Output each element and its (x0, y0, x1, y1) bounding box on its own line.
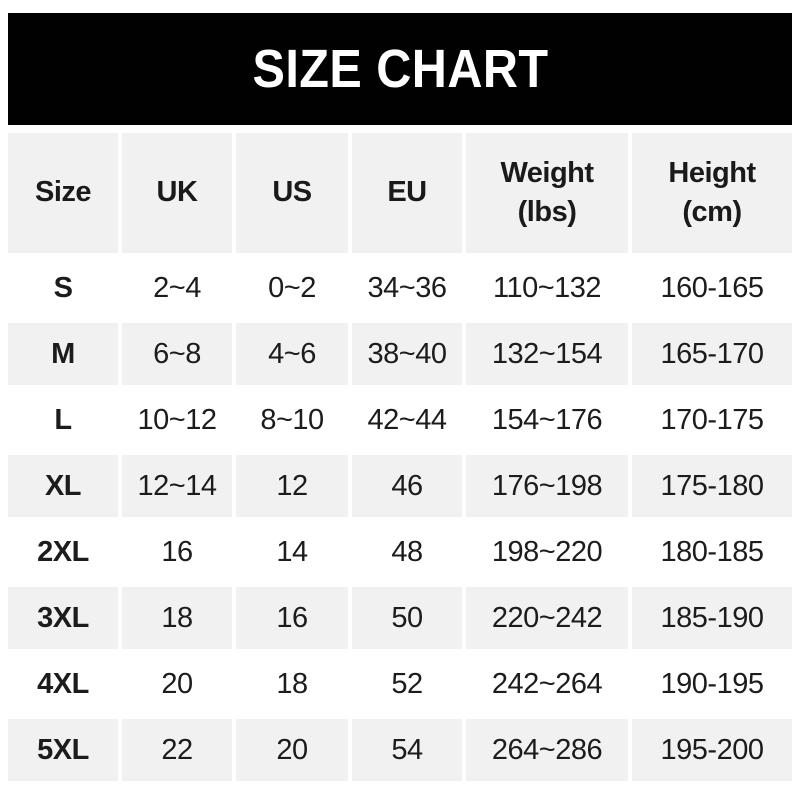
table-cell-size: 5XL (8, 719, 118, 781)
table-cell-weight: 154~176 (466, 389, 628, 451)
table-cell-eu: 50 (352, 587, 462, 649)
table-cell-eu: 42~44 (352, 389, 462, 451)
table-cell-size: 2XL (8, 521, 118, 583)
table-cell-eu: 34~36 (352, 257, 462, 319)
column-header-height: Height (cm) (632, 133, 792, 253)
table-cell-size: M (8, 323, 118, 385)
page-title: SIZE CHART (251, 39, 549, 99)
table-cell-weight: 132~154 (466, 323, 628, 385)
table-cell-uk: 20 (122, 653, 232, 715)
table-cell-eu: 48 (352, 521, 462, 583)
table-cell-uk: 22 (122, 719, 232, 781)
table-cell-weight: 242~264 (466, 653, 628, 715)
table-cell-uk: 2~4 (122, 257, 232, 319)
table-cell-us: 0~2 (236, 257, 348, 319)
table-cell-eu: 54 (352, 719, 462, 781)
table-cell-height: 190-195 (632, 653, 792, 715)
table-cell-uk: 10~12 (122, 389, 232, 451)
table-cell-height: 175-180 (632, 455, 792, 517)
table-cell-height: 170-175 (632, 389, 792, 451)
table-cell-us: 16 (236, 587, 348, 649)
table-cell-size: 4XL (8, 653, 118, 715)
table-cell-size: S (8, 257, 118, 319)
table-cell-us: 14 (236, 521, 348, 583)
table-cell-weight: 110~132 (466, 257, 628, 319)
table-cell-size: 3XL (8, 587, 118, 649)
table-cell-uk: 18 (122, 587, 232, 649)
table-cell-uk: 12~14 (122, 455, 232, 517)
table-cell-eu: 52 (352, 653, 462, 715)
table-cell-us: 4~6 (236, 323, 348, 385)
size-chart-table: Size UK US EU Weight (lbs) Height (cm) S… (8, 133, 792, 781)
table-cell-height: 195-200 (632, 719, 792, 781)
column-header-uk: UK (122, 133, 232, 253)
table-cell-height: 180-185 (632, 521, 792, 583)
column-header-weight: Weight (lbs) (466, 133, 628, 253)
table-cell-us: 18 (236, 653, 348, 715)
table-cell-eu: 38~40 (352, 323, 462, 385)
table-cell-weight: 220~242 (466, 587, 628, 649)
table-cell-weight: 176~198 (466, 455, 628, 517)
table-cell-uk: 16 (122, 521, 232, 583)
table-cell-us: 20 (236, 719, 348, 781)
column-header-size: Size (8, 133, 118, 253)
table-cell-uk: 6~8 (122, 323, 232, 385)
table-cell-weight: 198~220 (466, 521, 628, 583)
table-cell-height: 165-170 (632, 323, 792, 385)
table-cell-height: 160-165 (632, 257, 792, 319)
table-cell-eu: 46 (352, 455, 462, 517)
table-cell-size: L (8, 389, 118, 451)
table-cell-us: 12 (236, 455, 348, 517)
column-header-eu: EU (352, 133, 462, 253)
table-cell-us: 8~10 (236, 389, 348, 451)
table-cell-size: XL (8, 455, 118, 517)
column-header-us: US (236, 133, 348, 253)
table-cell-height: 185-190 (632, 587, 792, 649)
size-chart-banner: SIZE CHART (8, 13, 792, 125)
table-cell-weight: 264~286 (466, 719, 628, 781)
